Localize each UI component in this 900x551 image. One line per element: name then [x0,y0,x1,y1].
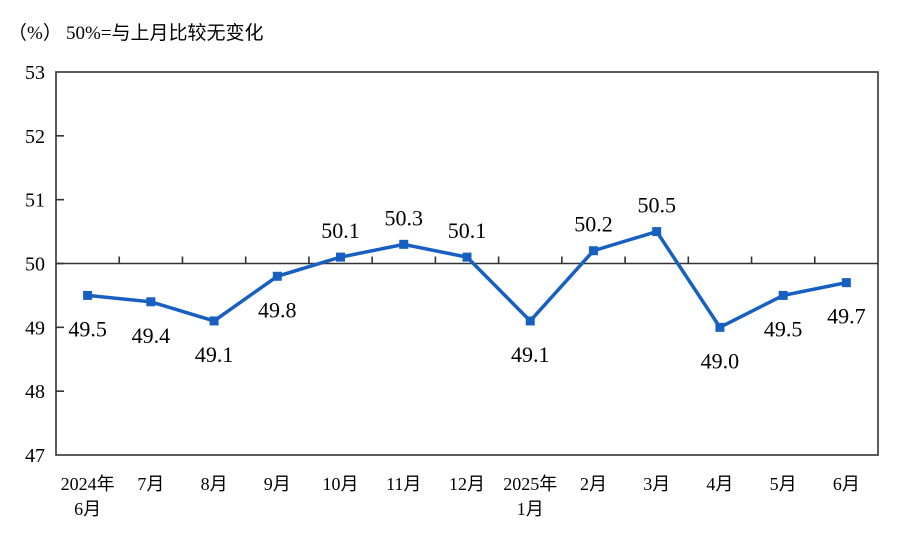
data-point-label: 49.7 [827,304,866,329]
data-point-label: 49.4 [132,323,171,348]
data-point-label: 50.1 [321,218,360,243]
x-axis-label: 3月 [643,474,670,494]
data-point-label: 50.1 [448,218,487,243]
x-axis-label: 10月 [323,474,359,494]
x-axis-label: 5月 [770,474,797,494]
x-axis-label: 4月 [706,474,733,494]
x-axis-label: 2024年 [61,474,115,494]
data-point-marker [778,290,788,300]
data-point-marker [715,322,725,332]
data-point-label: 50.2 [574,212,613,237]
y-axis-label: 51 [25,190,45,212]
y-axis-label: 53 [25,62,45,84]
data-point-marker [525,316,535,326]
data-point-marker [462,252,472,262]
data-point-label: 49.8 [258,297,297,322]
data-point-marker [841,278,851,288]
x-axis-label: 8月 [201,474,228,494]
x-axis-label: 11月 [386,474,421,494]
data-point-label: 49.5 [764,316,803,341]
y-axis-label: 48 [25,381,45,403]
data-point-label: 49.1 [511,342,550,367]
x-axis-label: 7月 [137,474,164,494]
data-point-marker [399,239,409,249]
x-axis-label: 12月 [449,474,485,494]
y-axis-label: 49 [25,317,45,339]
data-point-marker [652,227,662,237]
data-point-marker [336,252,346,262]
data-point-marker [588,246,598,256]
data-point-marker [272,271,282,281]
y-axis-label: 50 [25,254,45,276]
y-axis-label: 52 [25,126,45,148]
baseline-note: 50%=与上月比较无变化 [66,22,264,44]
data-point-label: 49.1 [195,342,234,367]
pmi-series-line [87,229,847,330]
data-point-label: 50.5 [637,193,676,218]
x-axis-label: 2月 [580,474,607,494]
x-axis-label: 6月 [74,499,101,519]
data-point-marker [146,297,156,307]
y-axis-label: 47 [25,445,45,467]
x-axis-label: 9月 [264,474,291,494]
x-axis-label: 1月 [517,499,544,519]
x-axis-label: 6月 [833,474,860,494]
data-point-label: 49.5 [68,316,107,341]
data-point-label: 49.0 [701,348,740,373]
plot-area: 47 48 49 50 51 52 53 49.5 49.4 49.1 49.8 50.1 50.3 50… [25,62,879,519]
data-point-marker [209,316,219,326]
x-axis-label: 2025年 [503,474,557,494]
unit-label: （%） [8,22,62,44]
data-point-marker [83,290,93,300]
data-point-label: 50.3 [385,205,424,230]
